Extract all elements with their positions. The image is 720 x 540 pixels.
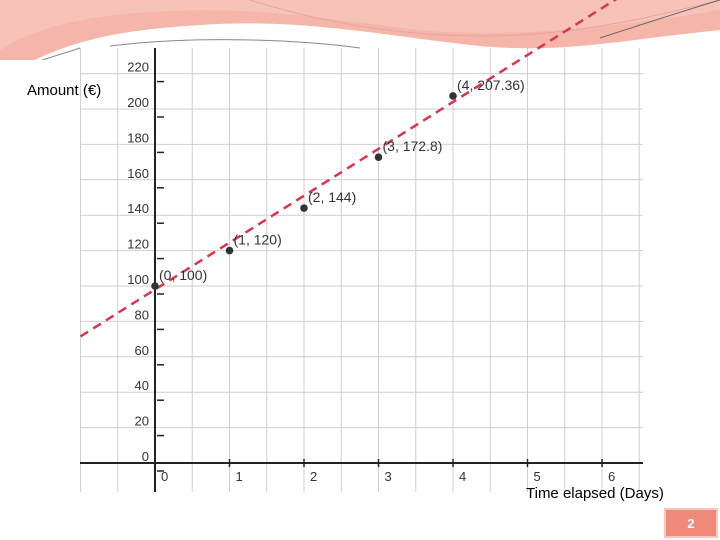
y-tick-label: 120 xyxy=(127,237,149,252)
y-tick-label: 100 xyxy=(127,272,149,287)
x-axis-label: Time elapsed (Days) xyxy=(526,485,664,502)
chart-axes xyxy=(80,48,643,492)
data-point-label: (0, 100) xyxy=(159,267,207,283)
trend-line xyxy=(79,0,618,338)
chart-grid xyxy=(80,48,643,492)
data-point xyxy=(300,204,308,212)
y-tick-label: 180 xyxy=(127,130,149,145)
data-point xyxy=(374,153,383,161)
data-points: (0, 100) (1, 120) (2, 144) (3, 172.8) (4, 20… xyxy=(151,77,525,290)
data-point-label: (4, 207.36) xyxy=(457,77,525,93)
data-point xyxy=(151,282,159,290)
y-tick-label: 80 xyxy=(135,307,149,322)
data-point-label: (3, 172.8) xyxy=(383,138,443,154)
data-point xyxy=(225,246,234,255)
y-tick-label: 60 xyxy=(135,343,149,358)
y-tick-label: 140 xyxy=(127,201,149,216)
y-tick-label: 40 xyxy=(135,378,149,393)
slide-header-banner xyxy=(0,0,720,60)
y-tick-label: 160 xyxy=(127,166,149,181)
y-tick-label: 220 xyxy=(127,60,149,75)
x-tick-label: 5 xyxy=(534,469,541,484)
y-axis-label: Amount (€) xyxy=(27,82,102,99)
y-tick-label: 200 xyxy=(127,95,149,110)
trend-line-dashed xyxy=(79,0,618,338)
x-tick-label: 4 xyxy=(459,469,466,484)
data-point-label: (1, 120) xyxy=(234,232,282,248)
y-tick-label: 0 xyxy=(142,449,149,464)
page-number-badge: 2 xyxy=(664,508,718,538)
x-tick-label: 6 xyxy=(608,469,615,484)
data-point xyxy=(449,92,457,100)
x-tick-label: 0 xyxy=(161,469,168,484)
x-tick-label: 2 xyxy=(310,469,317,484)
x-tick-label: 3 xyxy=(385,469,392,484)
data-point-label: (2, 144) xyxy=(308,189,356,205)
x-tick-label: 1 xyxy=(236,469,243,484)
y-tick-label: 20 xyxy=(135,414,149,429)
